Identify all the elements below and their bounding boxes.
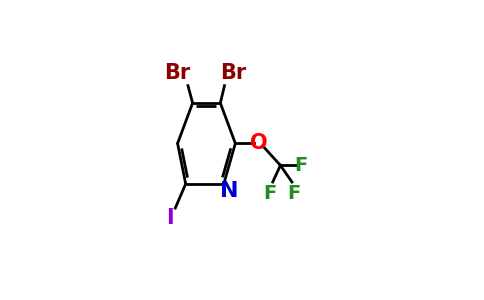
Text: Br: Br <box>165 63 191 83</box>
Text: N: N <box>220 181 238 201</box>
Text: F: F <box>295 156 308 175</box>
Text: F: F <box>263 184 277 202</box>
Text: I: I <box>166 208 173 229</box>
Text: O: O <box>250 134 267 153</box>
Text: F: F <box>287 184 301 202</box>
Text: Br: Br <box>221 63 247 83</box>
